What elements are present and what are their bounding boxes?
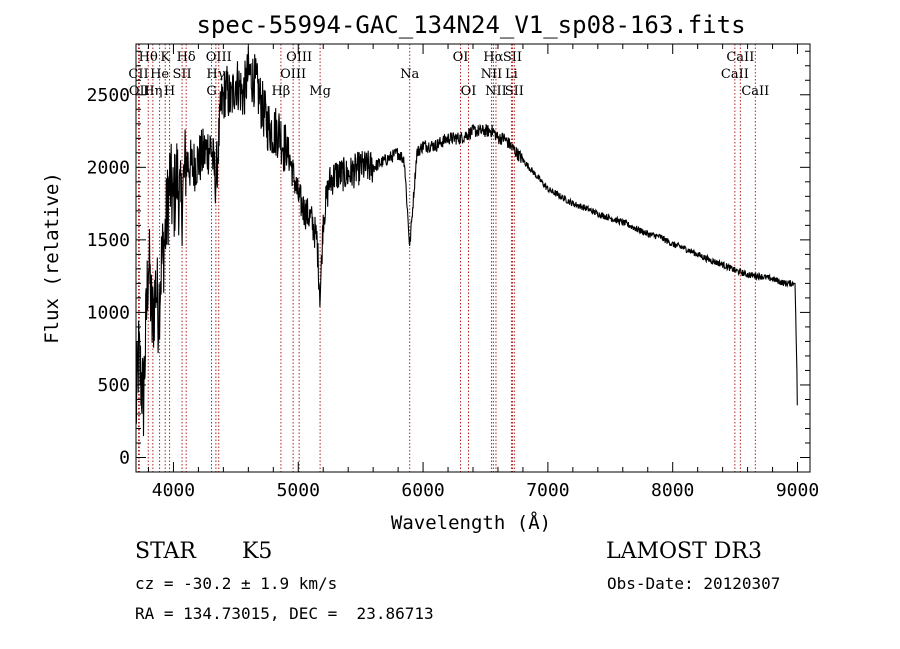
redshift-cz: cz = -30.2 ± 1.9 km/s <box>135 574 338 593</box>
line-label: NII <box>481 67 503 82</box>
line-label: SII <box>172 67 191 82</box>
line-label: Hγ <box>206 67 225 82</box>
line-label: OIII <box>280 67 306 82</box>
line-label: Hα <box>483 50 503 65</box>
x-tick-label: 8000 <box>651 480 694 501</box>
line-label: Li <box>505 67 518 82</box>
line-label: K <box>160 50 170 65</box>
line-label: CaII <box>721 67 749 82</box>
line-label: NII <box>485 84 507 99</box>
line-label: Hδ <box>177 50 196 65</box>
y-tick-label: 1000 <box>87 302 130 323</box>
x-tick-label: 4000 <box>152 480 195 501</box>
x-axis-label: Wavelength (Å) <box>391 511 551 534</box>
line-label: CaII <box>741 84 769 99</box>
x-tick-label: 5000 <box>277 480 320 501</box>
line-label: Na <box>400 67 419 82</box>
y-tick-label: 2500 <box>87 85 130 106</box>
obs-date: Obs-Date: 20120307 <box>607 574 781 593</box>
emission-line-markers <box>137 44 756 472</box>
line-label: OIII <box>206 50 232 65</box>
y-tick-label: 1500 <box>87 230 130 251</box>
chart-title: spec-55994-GAC_134N24_V1_sp08-163.fits <box>196 11 745 39</box>
line-label: OIII <box>286 50 312 65</box>
line-label: CII <box>128 67 148 82</box>
spectrum-line <box>135 46 798 437</box>
x-axis: 4000 5000 6000 7000 8000 9000 <box>147 44 819 501</box>
y-tick-label: 2000 <box>87 157 130 178</box>
x-tick-label: 7000 <box>526 480 569 501</box>
y-tick-label: 500 <box>97 375 130 396</box>
object-subclass: K5 <box>242 539 273 564</box>
x-tick-label: 9000 <box>776 480 819 501</box>
line-label: SII <box>503 50 522 65</box>
line-label: Hθ <box>139 50 158 65</box>
y-tick-label: 0 <box>119 447 130 468</box>
line-label: Hβ <box>271 84 290 99</box>
line-label: CaII <box>726 50 754 65</box>
y-axis-label: Flux (relative) <box>41 172 63 344</box>
survey-name: LAMOST DR3 <box>606 539 762 564</box>
x-tick-label: 6000 <box>401 480 444 501</box>
object-class: STAR <box>135 539 196 564</box>
y-axis: 0 500 1000 1500 2000 2500 <box>87 50 810 468</box>
coordinates: RA = 134.73015, DEC = 23.86713 <box>135 604 434 623</box>
line-label: OI <box>461 84 477 99</box>
line-label: He <box>150 67 169 82</box>
line-label: Hη <box>143 84 162 99</box>
line-label: OI <box>453 50 469 65</box>
line-label: H <box>164 84 175 99</box>
line-label: Mg <box>309 84 331 99</box>
line-label: G <box>206 84 216 99</box>
line-label: SII <box>505 84 524 99</box>
